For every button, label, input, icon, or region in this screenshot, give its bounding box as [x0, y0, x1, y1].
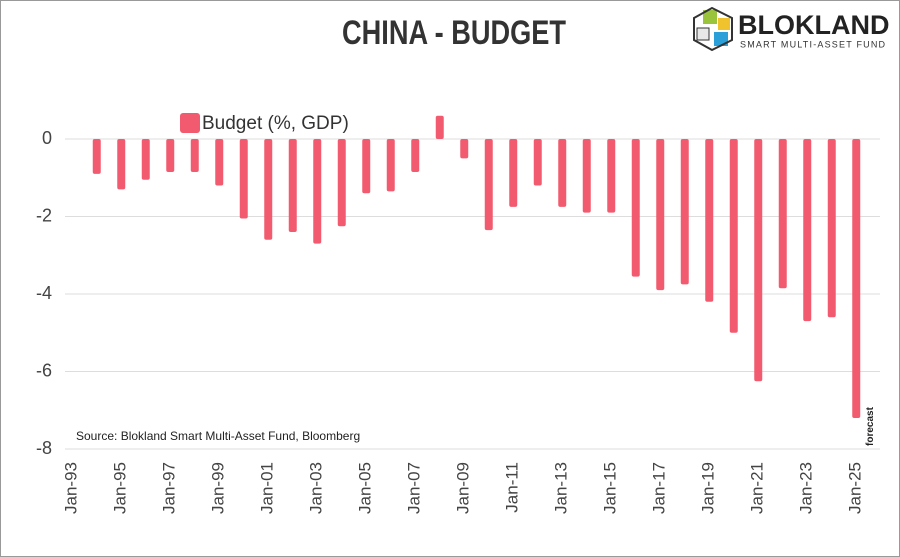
logo-subtitle: SMART MULTI-ASSET FUND: [740, 39, 886, 49]
bar: [484, 139, 493, 231]
bar: [313, 139, 322, 244]
chart-title: CHINA - BUDGET: [342, 13, 566, 52]
legend-label: Budget (%, GDP): [202, 113, 349, 134]
x-tick-label: Jan-11: [503, 462, 522, 513]
x-tick-label: Jan-97: [160, 462, 179, 514]
legend-swatch: [180, 113, 200, 133]
source: Source: Blokland Smart Multi-Asset Fund,…: [76, 429, 360, 443]
bar: [852, 139, 861, 418]
annotation: forecast: [865, 406, 876, 446]
bar: [631, 139, 640, 277]
y-tick-label: -8: [36, 438, 52, 458]
bar: [411, 139, 420, 172]
bar: [607, 139, 616, 213]
logo-title: BLOKLAND: [738, 10, 889, 40]
bar: [754, 139, 763, 382]
bar: [337, 139, 346, 227]
bar: [509, 139, 518, 207]
x-tick-label: Jan-01: [258, 462, 277, 514]
bar: [362, 139, 371, 194]
bar: [215, 139, 224, 186]
y-tick-label: -4: [36, 283, 52, 303]
x-tick-label: Jan-95: [111, 462, 130, 514]
bar: [264, 139, 273, 240]
bar: [680, 139, 689, 285]
y-tick-label: -2: [36, 205, 52, 225]
x-tick-label: Jan-19: [699, 462, 718, 514]
bar: [827, 139, 836, 318]
bar: [705, 139, 714, 302]
bar: [288, 139, 297, 232]
x-tick-label: Jan-99: [209, 462, 228, 514]
x-tick-label: Jan-15: [601, 462, 620, 514]
bar: [533, 139, 542, 186]
bar: [460, 139, 469, 159]
x-tick-label: Jan-09: [454, 462, 473, 514]
x-tick-label: Jan-17: [650, 462, 669, 514]
bar: [729, 139, 738, 333]
bar: [117, 139, 126, 190]
x-tick-label: Jan-07: [405, 462, 424, 514]
bar: [190, 139, 199, 172]
y-tick-label: 0: [42, 128, 52, 148]
x-tick-label: Jan-93: [62, 462, 81, 514]
y-tick-label: -6: [36, 360, 52, 380]
bar: [141, 139, 150, 180]
bar: [656, 139, 665, 291]
bar: [582, 139, 591, 213]
x-tick-label: Jan-03: [307, 462, 326, 514]
bar: [386, 139, 395, 192]
bar: [803, 139, 812, 322]
bar: [435, 115, 444, 139]
x-tick-label: Jan-13: [552, 462, 571, 514]
bar: [778, 139, 787, 289]
bar: [166, 139, 175, 172]
x-tick-label: Jan-25: [846, 462, 865, 514]
bar: [558, 139, 567, 207]
x-tick-label: Jan-05: [356, 462, 375, 514]
bar: [92, 139, 101, 174]
x-tick-label: Jan-21: [748, 462, 767, 514]
bar: [239, 139, 248, 219]
x-tick-label: Jan-23: [797, 462, 816, 514]
logo-icon: [693, 6, 733, 52]
